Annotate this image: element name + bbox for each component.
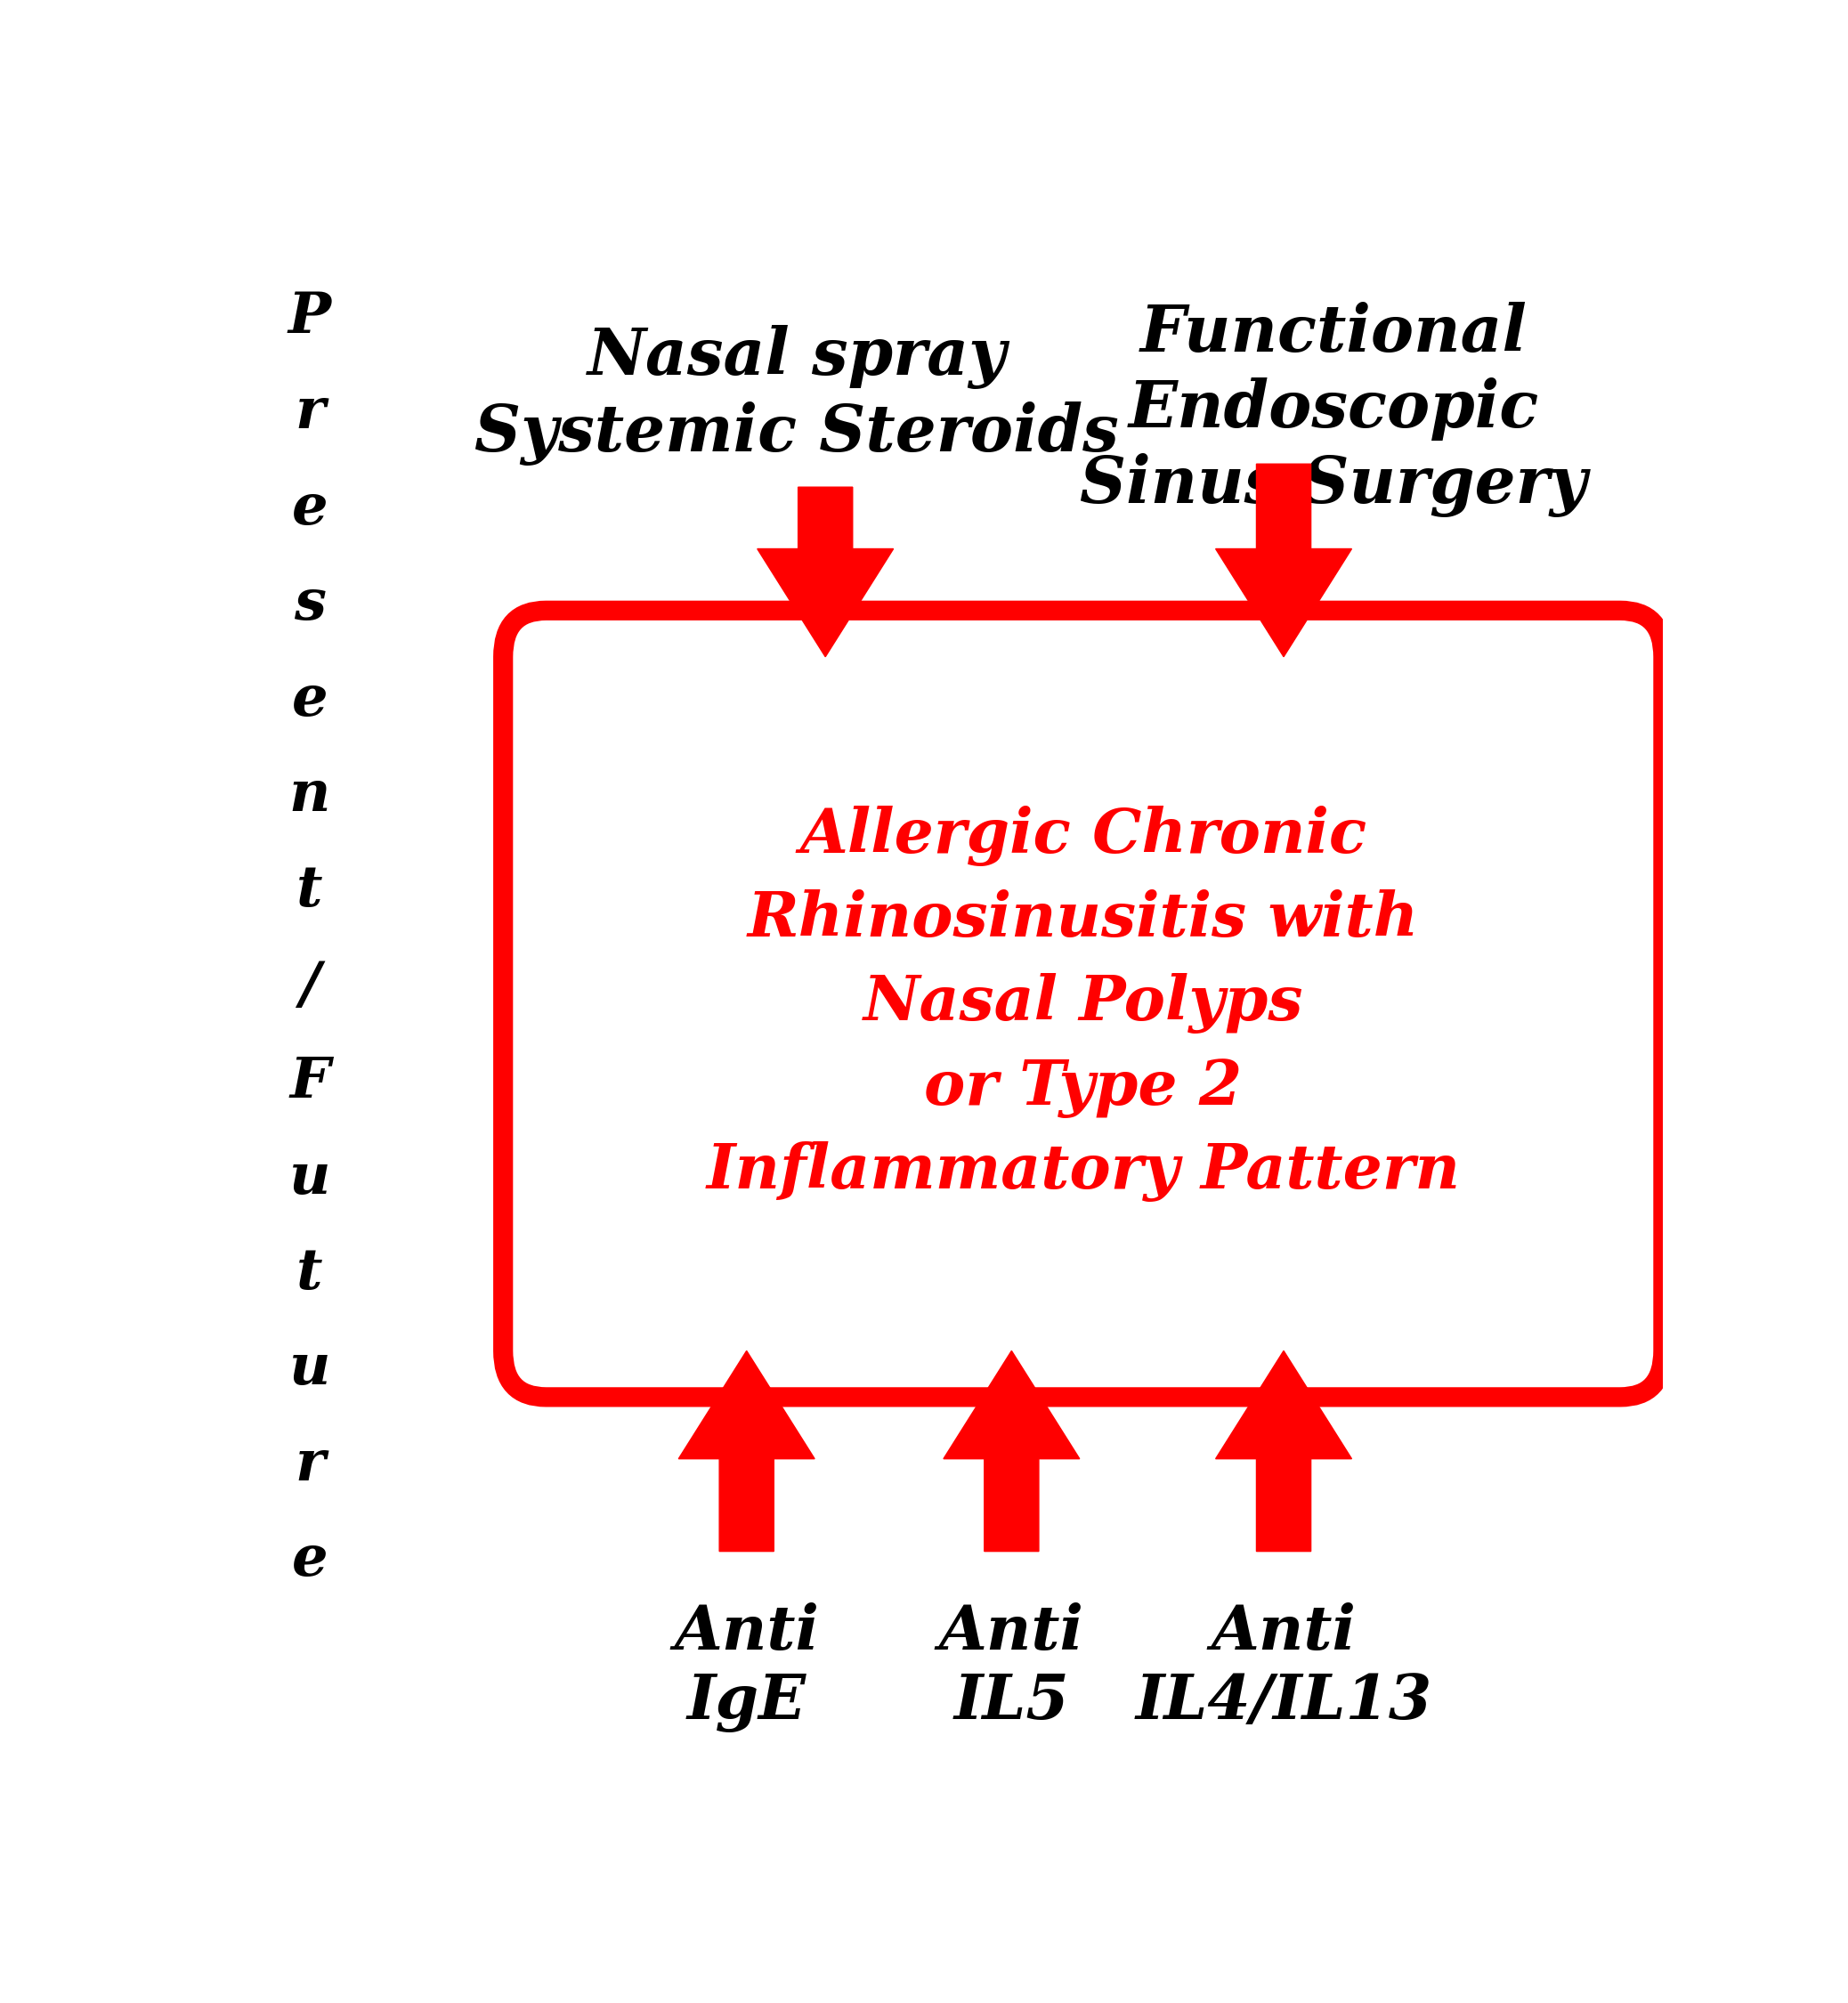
- Text: u: u: [288, 1150, 331, 1206]
- Text: F: F: [290, 1056, 331, 1110]
- FancyArrow shape: [1216, 1350, 1351, 1550]
- Text: /: /: [299, 959, 320, 1014]
- FancyArrow shape: [1216, 465, 1351, 657]
- Text: Anti
IgE: Anti IgE: [675, 1602, 819, 1733]
- Text: Functional
Endoscopic
Sinus Surgery: Functional Endoscopic Sinus Surgery: [1081, 302, 1587, 517]
- Text: Allergic Chronic
Rhinosinusitis with
Nasal Polyps
or Type 2
Inflammatory Pattern: Allergic Chronic Rhinosinusitis with Nas…: [706, 805, 1460, 1202]
- Text: u: u: [288, 1342, 331, 1396]
- FancyArrow shape: [758, 487, 893, 657]
- Text: e: e: [292, 673, 327, 727]
- Text: Anti
IL4/IL13: Anti IL4/IL13: [1135, 1602, 1432, 1733]
- Text: s: s: [294, 577, 325, 631]
- Text: Nasal spray
Systemic Steroids: Nasal spray Systemic Steroids: [475, 324, 1118, 467]
- Text: t: t: [298, 863, 323, 919]
- Text: e: e: [292, 1532, 327, 1588]
- Text: e: e: [292, 481, 327, 537]
- FancyBboxPatch shape: [503, 611, 1663, 1398]
- Text: t: t: [298, 1246, 323, 1302]
- Text: Anti
IL5: Anti IL5: [939, 1602, 1085, 1733]
- Text: P: P: [288, 290, 331, 345]
- FancyArrow shape: [944, 1350, 1079, 1550]
- FancyArrow shape: [678, 1350, 815, 1550]
- Text: r: r: [296, 1438, 325, 1492]
- Text: r: r: [296, 387, 325, 441]
- Text: n: n: [288, 769, 331, 823]
